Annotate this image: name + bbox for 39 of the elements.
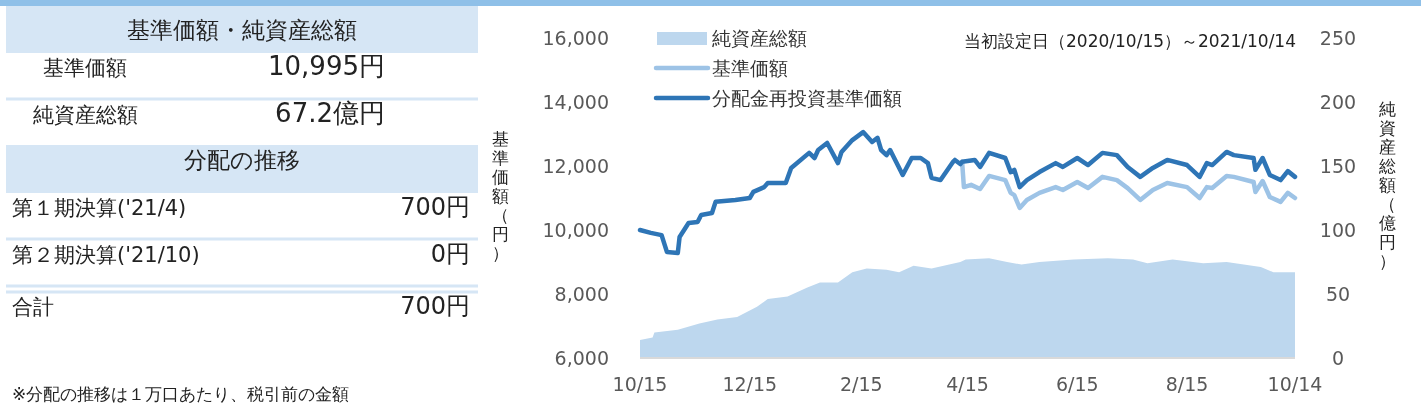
y-tick-label: 12,000 bbox=[542, 155, 609, 177]
text: 基準価額・純資産総額 bbox=[127, 17, 357, 43]
text: 700円 bbox=[400, 193, 470, 221]
text: 第２期決算('21/10) bbox=[12, 243, 200, 267]
text: 700円 bbox=[400, 292, 470, 320]
text: 0円 bbox=[430, 240, 470, 268]
text: 純資産総額 bbox=[32, 103, 138, 127]
x-tick-label: 8/15 bbox=[1165, 373, 1209, 395]
x-tick-label: 6/15 bbox=[1055, 373, 1099, 395]
y2-tick-label: 50 bbox=[1325, 283, 1351, 305]
y-axis-title: 基準価額（円） bbox=[491, 129, 509, 263]
legend-label: 分配金再投資基準価額 bbox=[712, 87, 902, 109]
x-tick-label: 12/15 bbox=[722, 373, 778, 395]
text: 第１期決算('21/4) bbox=[12, 196, 187, 220]
annotation: 当初設定日（2020/10/15）～2021/10/14 bbox=[964, 31, 1296, 51]
text: 67.2億円 bbox=[275, 98, 385, 128]
y2-tick-label: 250 bbox=[1319, 27, 1357, 49]
y-tick-label: 14,000 bbox=[542, 91, 609, 113]
line-series bbox=[637, 129, 1298, 256]
x-tick-label: 4/15 bbox=[946, 373, 989, 395]
text: 10,995円 bbox=[268, 51, 385, 81]
y-tick-label: 16,000 bbox=[542, 27, 609, 49]
y-tick-label: 6,000 bbox=[554, 347, 609, 369]
text: 分配の推移 bbox=[184, 147, 300, 173]
x-tick-label: 10/14 bbox=[1267, 373, 1323, 395]
y2-tick-label: 100 bbox=[1319, 219, 1357, 241]
legend-label: 純資産総額 bbox=[712, 27, 807, 49]
text: 合計 bbox=[12, 295, 54, 319]
text: ※分配の推移は１万口あたり、税引前の金額 bbox=[12, 384, 350, 404]
text: 純資産総額（億円） bbox=[1378, 99, 1396, 271]
y2-tick-label: 200 bbox=[1319, 91, 1357, 113]
y-tick-label: 10,000 bbox=[542, 219, 609, 241]
x-tick-label: 2/15 bbox=[840, 373, 883, 395]
text: 基準価額 bbox=[43, 56, 127, 80]
y2-tick-label: 0 bbox=[1331, 347, 1345, 369]
y2-tick-label: 150 bbox=[1319, 155, 1357, 177]
x-tick-label: 10/15 bbox=[612, 373, 668, 395]
legend-label: 基準価額 bbox=[712, 57, 788, 79]
y-tick-label: 8,000 bbox=[554, 283, 609, 305]
